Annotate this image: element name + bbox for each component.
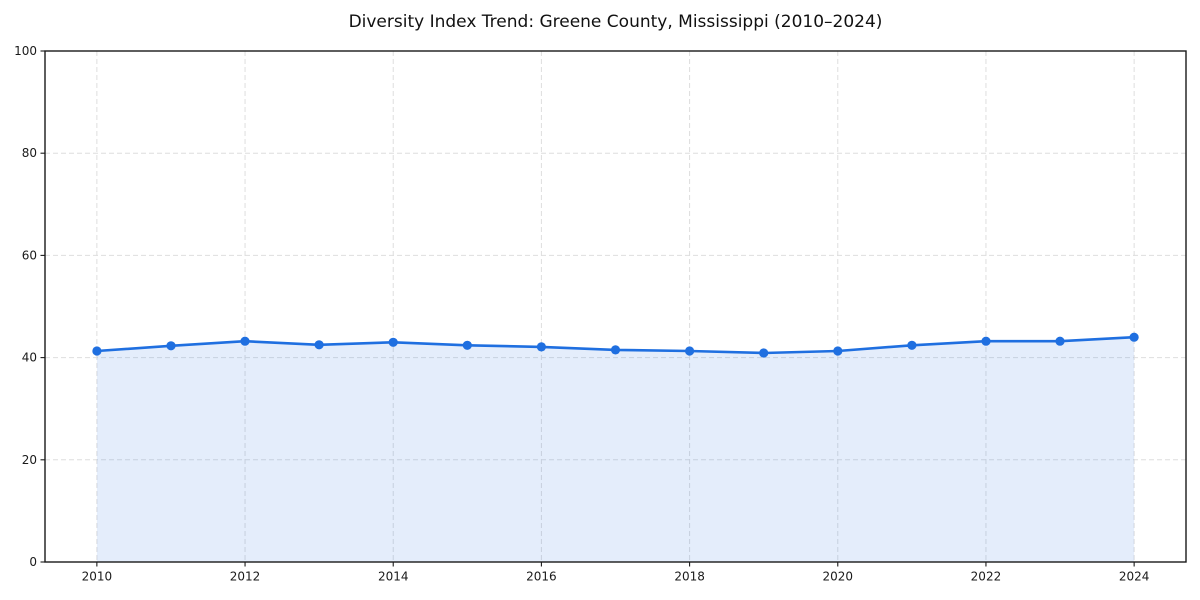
- x-tick-label: 2012: [230, 570, 261, 584]
- data-point: [1055, 336, 1065, 346]
- x-tick-label: 2024: [1119, 570, 1150, 584]
- data-point: [388, 337, 398, 347]
- plot-frame: [44, 50, 1187, 563]
- data-point: [1129, 332, 1139, 342]
- area-under-line: [96, 337, 1135, 562]
- y-tick-label: 80: [22, 146, 37, 160]
- data-point: [685, 346, 695, 356]
- chart-title: Diversity Index Trend: Greene County, Mi…: [348, 12, 883, 32]
- data-point: [240, 336, 250, 346]
- y-axis-tick-labels: 0 20 40 60 80 100: [14, 44, 37, 569]
- x-tick-label: 2020: [822, 570, 853, 584]
- y-tick-label: 100: [14, 44, 37, 58]
- axis-tick-marks: [40, 50, 1135, 567]
- x-tick-label: 2010: [82, 570, 113, 584]
- y-tick-label: 20: [22, 453, 37, 467]
- y-tick-label: 60: [22, 248, 37, 262]
- data-point: [981, 336, 991, 346]
- x-tick-label: 2018: [674, 570, 705, 584]
- data-point: [462, 340, 472, 350]
- data-point: [759, 348, 769, 358]
- data-point: [92, 346, 102, 356]
- data-point: [833, 346, 843, 356]
- data-point-markers: [92, 332, 1139, 358]
- data-point: [314, 340, 324, 350]
- x-axis-tick-labels: 2010 2012 2014 2016 2018 2020 2022 2024: [82, 570, 1150, 584]
- area-fill: [96, 337, 1135, 562]
- data-point: [610, 345, 621, 355]
- data-point: [907, 340, 917, 350]
- data-point: [536, 342, 547, 352]
- data-point: [166, 341, 176, 351]
- y-tick-label: 40: [22, 351, 37, 365]
- x-tick-label: 2014: [378, 570, 409, 584]
- y-tick-label: 0: [29, 555, 37, 569]
- x-tick-label: 2022: [971, 570, 1002, 584]
- x-tick-label: 2016: [526, 570, 557, 584]
